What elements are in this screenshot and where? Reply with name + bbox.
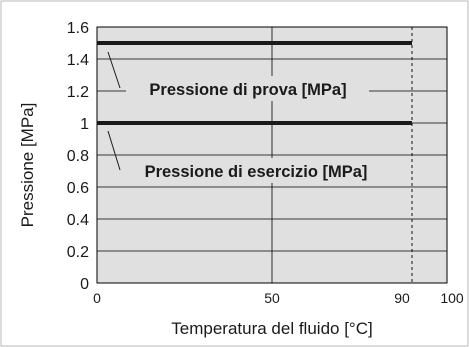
y-tick-label: 0.2 bbox=[67, 244, 89, 261]
x-tick-label: 50 bbox=[264, 290, 280, 306]
y-tick-label: 0.6 bbox=[67, 180, 89, 197]
tick-labels: 0 0.2 0.4 0.6 0.8 1 1.2 1.4 1.6 0 50 90 100 bbox=[67, 20, 464, 306]
series-leader-line bbox=[107, 130, 121, 171]
series-label-backdrop bbox=[126, 76, 369, 101]
series-labels: Pressione di prova [MPa] Pressione di ese… bbox=[107, 51, 391, 183]
y-axis-label: Pressione [MPa] bbox=[18, 103, 37, 228]
y-tick-label: 1.6 bbox=[67, 20, 89, 37]
y-tick-label: 1.4 bbox=[67, 52, 89, 69]
y-tick-label: 1.2 bbox=[67, 84, 89, 101]
x-tick-label: 90 bbox=[394, 290, 410, 306]
series-label: Pressione di prova [MPa] bbox=[149, 81, 346, 99]
y-tick-label: 0 bbox=[80, 276, 89, 293]
series-label-backdrop bbox=[121, 158, 391, 183]
x-axis-label: Temperatura del fluido [°C] bbox=[171, 319, 372, 338]
plot-frame bbox=[96, 26, 448, 284]
series-leader-line bbox=[107, 51, 121, 89]
y-tick-label: 0.8 bbox=[67, 148, 89, 165]
x-tick-label: 100 bbox=[440, 290, 464, 306]
y-tick-label: 1 bbox=[80, 116, 89, 133]
x-tick-label: 0 bbox=[93, 290, 101, 306]
series-label: Pressione di esercizio [MPa] bbox=[145, 163, 368, 181]
series-lines bbox=[97, 41, 412, 125]
y-tick-label: 0.4 bbox=[67, 212, 89, 229]
